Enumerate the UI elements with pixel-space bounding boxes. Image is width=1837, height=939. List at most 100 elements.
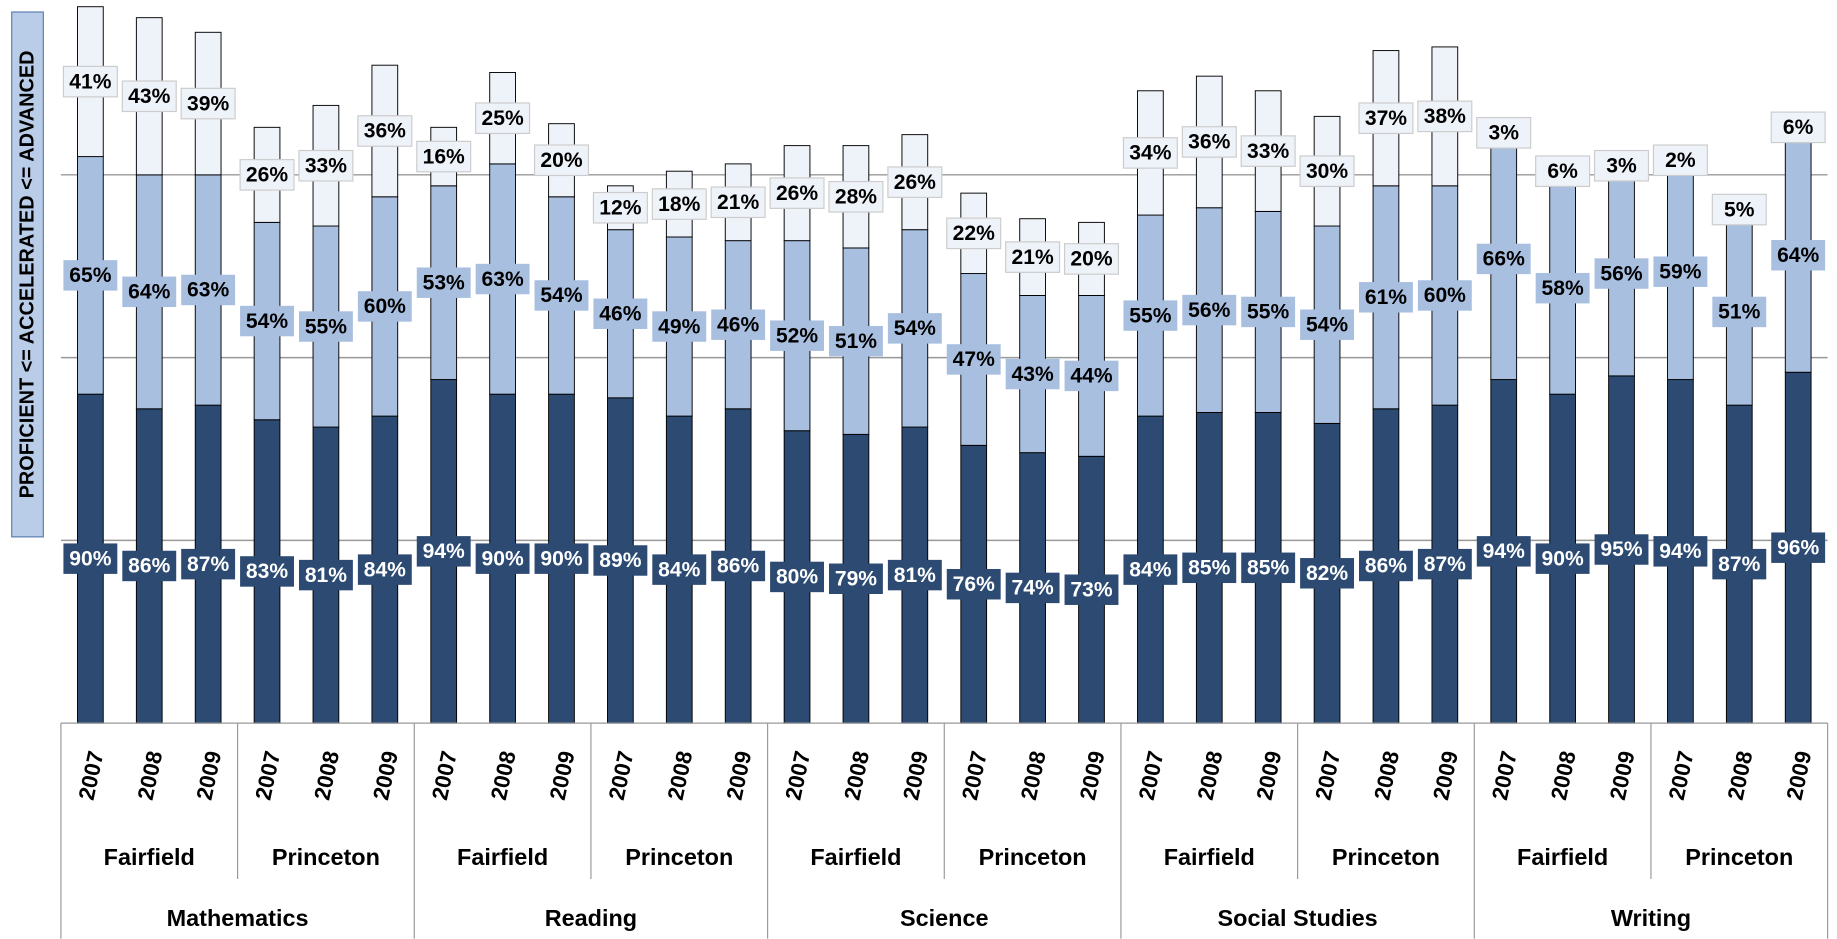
data-label-box — [1535, 272, 1590, 304]
data-label-box — [62, 65, 118, 98]
data-label: 51% — [835, 330, 877, 353]
subject-label: Social Studies — [1218, 905, 1378, 931]
data-label-box — [1652, 144, 1708, 177]
data-label-box — [240, 305, 294, 337]
data-label-box — [1123, 554, 1178, 585]
data-label-box — [534, 543, 589, 574]
data-label: 49% — [658, 315, 700, 338]
data-label-box — [63, 260, 118, 291]
data-label: 86% — [717, 555, 759, 578]
data-label-box — [1358, 102, 1414, 135]
data-label: 55% — [1129, 304, 1171, 327]
data-label-box — [475, 263, 530, 295]
data-label: 84% — [364, 558, 406, 581]
data-label: 34% — [1129, 142, 1171, 165]
x-tick-label: 2008 — [839, 749, 874, 803]
data-label-box — [1063, 243, 1120, 275]
data-label: 83% — [246, 560, 288, 583]
data-label: 33% — [1247, 140, 1289, 163]
data-label: 3% — [1606, 154, 1637, 177]
data-label: 54% — [1306, 313, 1348, 336]
data-label: 66% — [1483, 248, 1525, 271]
data-label: 81% — [305, 564, 347, 587]
school-label: Fairfield — [457, 844, 548, 870]
x-tick-label: 2009 — [1428, 749, 1463, 803]
x-tick-label: 2008 — [309, 749, 344, 803]
x-tick-label: 2007 — [1664, 749, 1699, 803]
data-label: 94% — [1659, 540, 1701, 563]
x-tick-label: 2008 — [1723, 749, 1758, 803]
y-axis-label-box — [11, 11, 44, 538]
data-label-box — [181, 548, 236, 580]
data-label-box — [1299, 155, 1355, 188]
data-label: 86% — [1365, 555, 1407, 578]
data-label: 26% — [246, 164, 288, 187]
y-axis-label: PROFICIENT <= ACCELERATED <= ADVANCED — [16, 50, 38, 498]
data-label: 54% — [246, 310, 288, 333]
data-label-box — [121, 80, 177, 113]
data-label: 59% — [1659, 260, 1701, 283]
data-label-box — [652, 311, 707, 342]
data-label-box — [1241, 552, 1296, 584]
data-label: 51% — [1718, 301, 1760, 324]
data-label: 46% — [599, 302, 641, 325]
data-label: 87% — [1718, 553, 1760, 576]
data-label-box — [1476, 536, 1531, 567]
data-label-box — [887, 559, 942, 591]
data-label-box — [710, 186, 766, 219]
data-label-box — [1593, 149, 1650, 182]
x-tick-label: 2007 — [957, 749, 992, 803]
data-label: 90% — [1542, 547, 1584, 570]
data-label: 43% — [1012, 363, 1054, 386]
data-label-box — [122, 550, 177, 582]
data-label: 53% — [423, 271, 465, 294]
data-label-box — [1005, 358, 1060, 390]
data-label: 47% — [953, 348, 995, 371]
data-label-box — [887, 313, 942, 344]
x-tick-label: 2009 — [1252, 749, 1287, 803]
x-tick-label: 2008 — [1193, 749, 1228, 803]
data-label-box — [122, 276, 177, 308]
x-tick-label: 2009 — [192, 749, 227, 803]
data-label-box — [1359, 550, 1413, 582]
x-tick-label: 2008 — [133, 749, 168, 803]
school-label: Princeton — [272, 844, 380, 870]
data-label: 65% — [69, 264, 111, 287]
data-label-box — [1300, 558, 1355, 589]
data-label-box — [1711, 193, 1767, 226]
x-tick-label: 2008 — [1546, 749, 1581, 803]
data-label: 3% — [1488, 122, 1519, 145]
data-label-box — [711, 309, 766, 340]
x-tick-label: 2007 — [604, 749, 639, 803]
data-label-box — [1417, 280, 1472, 311]
data-label-box — [534, 280, 589, 311]
subject-label: Mathematics — [167, 905, 309, 931]
data-label-box — [828, 325, 883, 357]
data-label: 90% — [482, 547, 524, 570]
x-tick-label: 2008 — [663, 749, 698, 803]
data-label: 36% — [364, 120, 406, 143]
subject-label: Science — [900, 905, 989, 931]
data-label-box — [887, 166, 943, 198]
data-label-box — [1005, 572, 1060, 604]
data-label-box — [1123, 300, 1178, 331]
data-label: 79% — [835, 567, 877, 590]
data-label-box — [416, 140, 472, 173]
data-label: 60% — [364, 295, 406, 318]
data-label: 21% — [717, 191, 759, 214]
data-label-box — [533, 144, 590, 177]
x-tick-label: 2007 — [427, 749, 462, 803]
data-label: 6% — [1783, 116, 1814, 139]
data-label: 86% — [128, 555, 170, 578]
data-label-box — [1064, 360, 1119, 392]
data-label-box — [1182, 294, 1237, 326]
data-label-box — [298, 559, 353, 591]
data-label-box — [1240, 135, 1296, 167]
data-label: 20% — [540, 149, 582, 172]
x-tick-label: 2007 — [1134, 749, 1169, 803]
data-label: 44% — [1070, 365, 1112, 388]
data-label-box — [1476, 117, 1532, 149]
data-label-box — [1535, 543, 1590, 574]
data-label-box — [1300, 309, 1355, 340]
